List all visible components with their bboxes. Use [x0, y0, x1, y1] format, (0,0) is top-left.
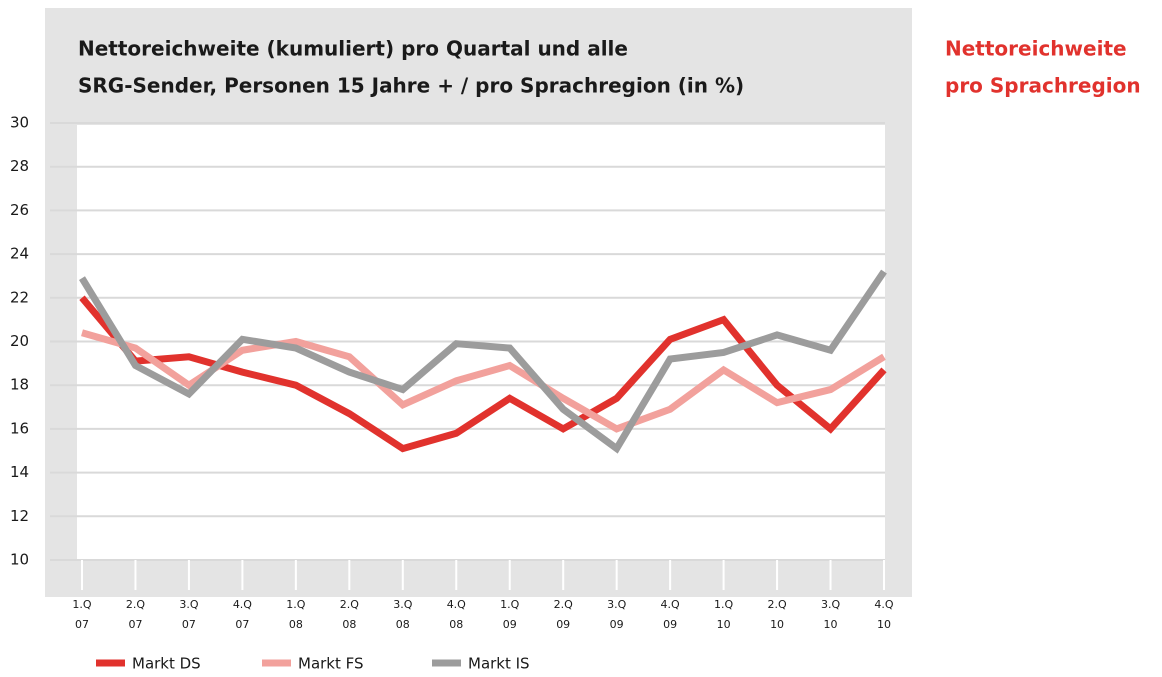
x-tick-line: 2.Q	[126, 598, 145, 611]
chart-title: Nettoreichweite (kumuliert) pro Quartal …	[78, 37, 628, 61]
x-tick-line: 07	[75, 618, 89, 631]
y-tick-label: 28	[10, 157, 29, 175]
x-tick-line: 10	[824, 618, 838, 631]
legend-label: Markt IS	[468, 655, 530, 673]
x-tick-line: 4.Q	[233, 598, 252, 611]
x-tick-line: 2.Q	[340, 598, 359, 611]
x-tick-line: 10	[877, 618, 891, 631]
x-tick-label: 3.Q 07	[179, 598, 198, 631]
x-tick-label: 4.Q 08	[447, 598, 466, 631]
y-tick-label: 26	[10, 201, 29, 219]
x-tick-line: 2.Q	[767, 598, 786, 611]
x-tick-line: 1.Q	[72, 598, 91, 611]
x-tick-line: 09	[610, 618, 624, 631]
y-tick-label: 24	[10, 245, 29, 263]
x-tick-label: 3.Q 10	[821, 598, 840, 631]
x-tick-line: 07	[182, 618, 196, 631]
x-tick-line: 09	[503, 618, 517, 631]
x-tick-label: 1.Q 07	[72, 598, 91, 631]
x-tick-line: 2.Q	[554, 598, 573, 611]
x-tick-label: 2.Q 10	[767, 598, 786, 631]
y-tick-label: 22	[10, 288, 29, 306]
y-tick-label: 10	[10, 551, 29, 569]
x-tick-line: 08	[342, 618, 356, 631]
x-tick-line: 07	[235, 618, 249, 631]
x-tick-line: 3.Q	[821, 598, 840, 611]
x-tick-line: 3.Q	[607, 598, 626, 611]
x-tick-label: 2.Q 08	[340, 598, 359, 631]
x-tick-label: 1.Q 09	[500, 598, 519, 631]
legend-label: Markt DS	[132, 655, 201, 673]
legend-label: Markt FS	[298, 655, 364, 673]
x-tick-line: 08	[449, 618, 463, 631]
x-tick-label: 2.Q 07	[126, 598, 145, 631]
x-tick-line: 07	[128, 618, 142, 631]
x-tick-line: 4.Q	[874, 598, 893, 611]
x-tick-line: 1.Q	[500, 598, 519, 611]
x-tick-line: 4.Q	[447, 598, 466, 611]
side-heading: pro Sprachregion	[945, 74, 1141, 98]
x-tick-line: 1.Q	[286, 598, 305, 611]
x-tick-label: 1.Q 10	[714, 598, 733, 631]
x-tick-line: 1.Q	[714, 598, 733, 611]
x-tick-label: 3.Q 09	[607, 598, 626, 631]
x-tick-label: 4.Q 07	[233, 598, 252, 631]
x-tick-line: 09	[556, 618, 570, 631]
y-tick-label: 18	[10, 376, 29, 394]
series-line	[79, 269, 887, 454]
x-tick-label: 4.Q 10	[874, 598, 893, 631]
x-tick-label: 1.Q 08	[286, 598, 305, 631]
x-tick-line: 08	[396, 618, 410, 631]
chart-title: SRG-Sender, Personen 15 Jahre + / pro Sp…	[78, 74, 744, 98]
x-tick-line: 08	[289, 618, 303, 631]
x-tick-label: 4.Q 09	[661, 598, 680, 631]
y-tick-label: 30	[10, 114, 29, 132]
y-tick-label: 20	[10, 332, 29, 350]
x-tick-label: 3.Q 08	[393, 598, 412, 631]
x-tick-line: 4.Q	[661, 598, 680, 611]
y-tick-label: 16	[10, 419, 29, 437]
x-tick-line: 3.Q	[393, 598, 412, 611]
x-tick-line: 09	[663, 618, 677, 631]
x-tick-line: 3.Q	[179, 598, 198, 611]
x-tick-label: 2.Q 09	[554, 598, 573, 631]
y-tick-label: 12	[10, 507, 29, 525]
x-tick-line: 10	[770, 618, 784, 631]
y-tick-label: 14	[10, 463, 29, 481]
side-heading: Nettoreichweite	[945, 37, 1127, 61]
x-tick-line: 10	[717, 618, 731, 631]
